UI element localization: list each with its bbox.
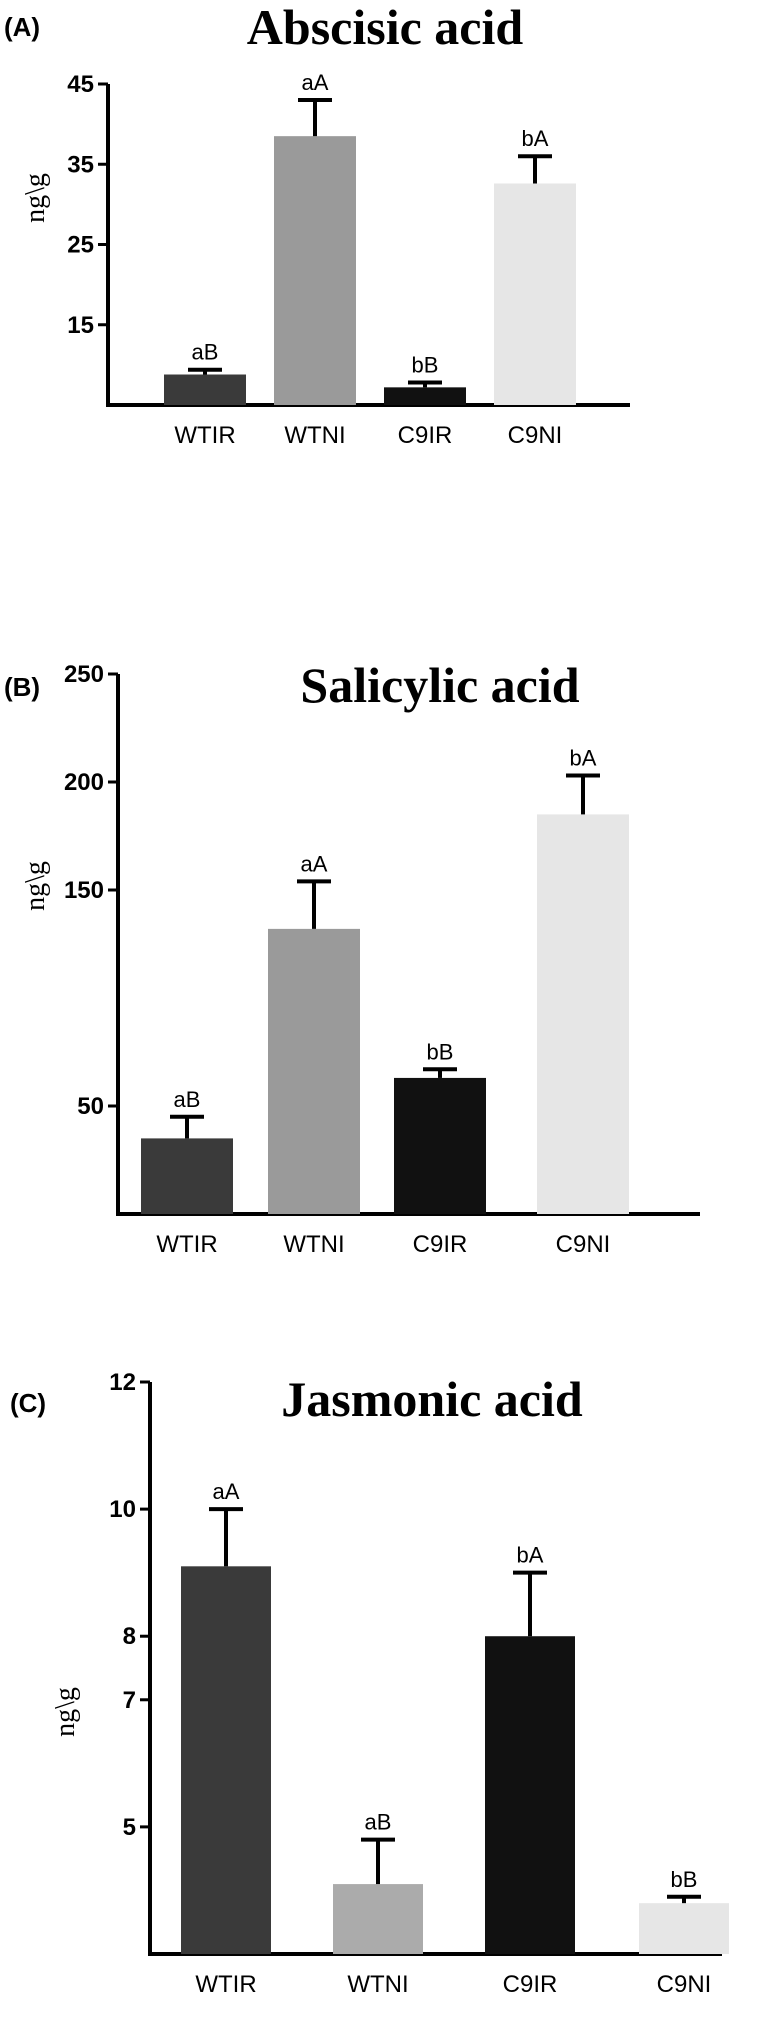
y-tick-label: 50 — [77, 1093, 104, 1120]
y-tick-label: 10 — [109, 1496, 136, 1523]
chart-svg-salicylic: (B) Salicylic acid ng\g 50 150 200 250 aB WTI… — [4, 657, 700, 1258]
chart-title: Abscisic acid — [247, 0, 524, 55]
y-tick-label: 15 — [67, 312, 94, 339]
x-tick-label: C9IR — [503, 1971, 558, 1998]
chart-title: Jasmonic acid — [281, 1371, 583, 1427]
y-tick-label: 150 — [64, 877, 104, 904]
bar-c9ni — [639, 1903, 729, 1954]
x-tick-label: C9NI — [508, 422, 563, 449]
panel-letter: (B) — [4, 672, 40, 702]
significance-label: bA — [517, 1543, 544, 1568]
y-tick-label: 35 — [67, 151, 94, 178]
x-tick-label: WTIR — [174, 422, 235, 449]
chart-panel-abscisic: (A) Abscisic acid ng\g 15 25 35 45 aB WTIR aA W… — [0, 0, 774, 600]
y-tick-label: 7 — [123, 1687, 136, 1714]
y-tick-label: 45 — [67, 71, 94, 98]
significance-label: aA — [213, 1479, 240, 1504]
bar-wtni — [268, 928, 360, 1214]
chart-svg-abscisic: (A) Abscisic acid ng\g 15 25 35 45 aB WTIR aA W… — [4, 0, 630, 449]
significance-label: bA — [522, 126, 549, 151]
x-tick-label: C9NI — [556, 1231, 611, 1258]
x-tick-label: WTNI — [284, 422, 345, 449]
bar-c9ir — [384, 387, 466, 405]
y-tick-label: 250 — [64, 661, 104, 688]
panel-letter: (C) — [10, 1388, 46, 1418]
chart-marks: 50 150 200 250 aB WTIR aA WTNI bB C9IR bA C9NI — [64, 661, 700, 1258]
x-tick-label: C9IR — [413, 1231, 468, 1258]
significance-label: bB — [427, 1039, 454, 1064]
significance-label: aB — [192, 340, 219, 365]
x-tick-label: WTIR — [195, 1971, 256, 1998]
chart-panel-salicylic: (B) Salicylic acid ng\g 50 150 200 250 aB WTI… — [0, 657, 774, 1280]
y-tick-label: 8 — [123, 1623, 136, 1650]
y-tick-label: 12 — [109, 1369, 136, 1396]
significance-label: aA — [301, 851, 328, 876]
chart-marks: 5 7 8 10 12 aA WTIR aB WTNI bA C9IR bB C9NI — [109, 1369, 729, 1998]
x-tick-label: WTIR — [156, 1231, 217, 1258]
y-axis-label: ng\g — [50, 1687, 81, 1737]
bar-wtir — [141, 1138, 233, 1214]
y-axis-label: ng\g — [20, 861, 51, 911]
bar-c9ni — [494, 183, 576, 405]
bar-wtni — [274, 136, 356, 405]
bar-wtir — [181, 1566, 271, 1954]
significance-label: bB — [412, 353, 439, 378]
bar-c9ir — [394, 1077, 486, 1214]
y-tick-label: 25 — [67, 232, 94, 259]
y-axis-label: ng\g — [20, 173, 51, 223]
significance-label: bA — [570, 746, 597, 771]
x-tick-label: WTNI — [283, 1231, 344, 1258]
bar-wtir — [164, 374, 246, 405]
significance-label: aB — [174, 1087, 201, 1112]
chart-title: Salicylic acid — [300, 657, 579, 713]
bar-c9ir — [485, 1636, 575, 1954]
bar-c9ni — [537, 814, 629, 1214]
x-tick-label: WTNI — [347, 1971, 408, 1998]
y-tick-label: 200 — [64, 769, 104, 796]
chart-panel-jasmonic: (C) Jasmonic acid ng\g 5 7 8 10 12 aA WTIR aB WT… — [0, 1369, 774, 2030]
significance-label: aA — [302, 70, 329, 95]
chart-marks: 15 25 35 45 aB WTIR aA WTNI bB C9IR bA C9NI — [67, 70, 630, 449]
x-tick-label: C9IR — [398, 422, 453, 449]
y-tick-label: 5 — [123, 1814, 136, 1841]
chart-svg-jasmonic: (C) Jasmonic acid ng\g 5 7 8 10 12 aA WTIR aB WT… — [10, 1369, 729, 1998]
x-tick-label: C9NI — [657, 1971, 712, 1998]
significance-label: aB — [365, 1810, 392, 1835]
bar-wtni — [333, 1884, 423, 1954]
panel-letter: (A) — [4, 12, 40, 42]
significance-label: bB — [671, 1867, 698, 1892]
